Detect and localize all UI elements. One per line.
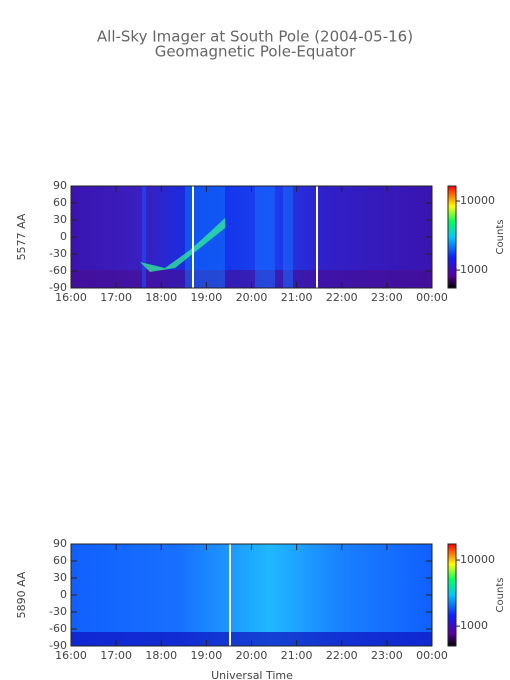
x-tick-label: 16:00 [55,649,87,662]
colorbar-tick-label: 1000 [460,263,488,276]
x-tick-label: 00:00 [416,291,448,304]
y-tick-label: 30 [53,571,67,584]
colorbar-label: Counts [495,220,506,255]
colorbar-frame [447,185,457,289]
subtitle: Geomagnetic Pole-Equator [155,43,356,61]
y-tick-label: -60 [49,264,67,277]
x-tick-label: 00:00 [416,649,448,662]
x-axis-label: Universal Time [211,669,293,680]
colorbar-tick-label: 10000 [460,553,495,566]
x-tick-label: 17:00 [100,291,132,304]
y-tick-label: 60 [53,196,67,209]
colorbar-tick-label: 10000 [460,194,495,207]
x-tick-label: 20:00 [236,649,268,662]
x-tick-label: 23:00 [371,291,403,304]
colorbar-tick-label: 1000 [460,619,488,632]
x-tick-label: 17:00 [100,649,132,662]
colorbar-label: Counts [495,578,506,613]
x-tick-label: 19:00 [191,649,223,662]
x-tick-label: 23:00 [371,649,403,662]
y-tick-label: 0 [60,230,67,243]
y-tick-label: 30 [53,213,67,226]
x-tick-label: 16:00 [55,291,87,304]
x-tick-label: 20:00 [236,291,268,304]
y-tick-label: 60 [53,554,67,567]
x-tick-label: 21:00 [281,291,313,304]
x-tick-label: 19:00 [191,291,223,304]
x-tick-label: 18:00 [145,291,177,304]
x-tick-label: 18:00 [145,649,177,662]
y-tick-label: 90 [53,179,67,192]
x-tick-label: 21:00 [281,649,313,662]
heatmap-image [71,186,456,646]
y-tick-label: 90 [53,537,67,550]
y-tick-label: -90 [49,639,67,652]
y-tick-label: -30 [49,247,67,260]
colorbar-frame [447,543,457,647]
x-tick-label: 22:00 [326,291,358,304]
y-tick-label: -60 [49,622,67,635]
y-tick-label: 0 [60,588,67,601]
title: All-Sky Imager at South Pole (2004-05-16… [97,28,413,46]
y-tick-label: -90 [49,281,67,294]
y-tick-label: -30 [49,605,67,618]
y-axis-label: 5890 AA [15,571,28,618]
y-axis-label: 5577 AA [15,213,28,260]
x-tick-label: 22:00 [326,649,358,662]
